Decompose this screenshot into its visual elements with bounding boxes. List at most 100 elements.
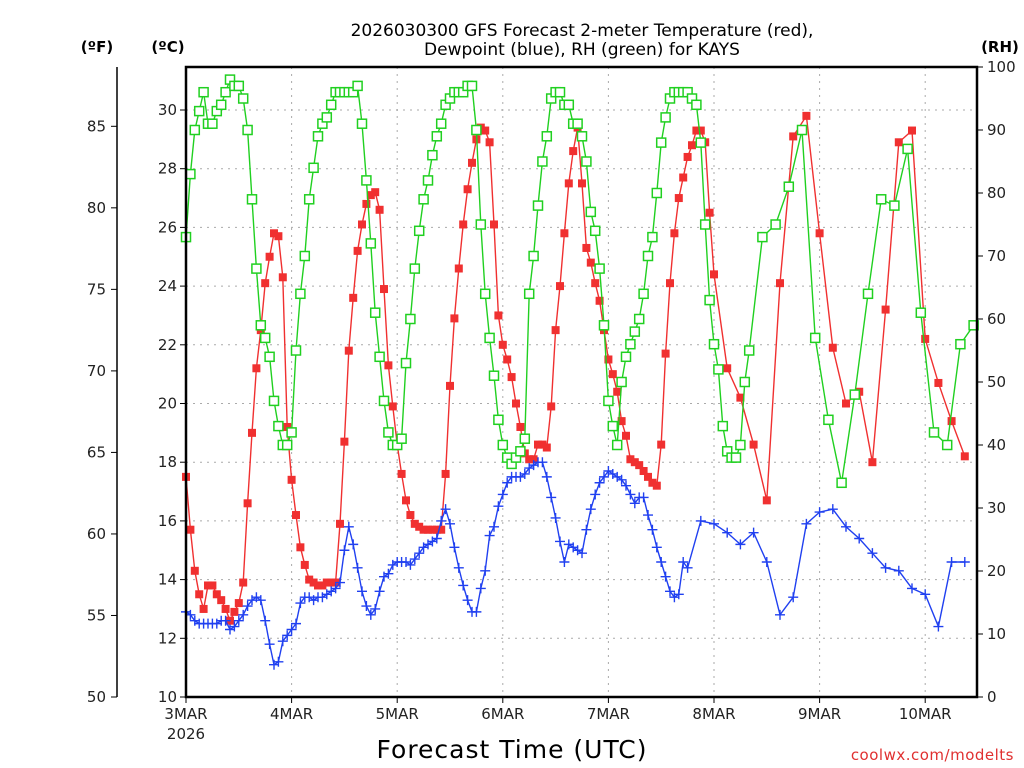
data-point	[484, 332, 495, 344]
data-point	[186, 525, 195, 534]
data-point	[190, 566, 199, 575]
data-point	[195, 590, 204, 599]
tick-label-celsius: 20	[158, 395, 177, 413]
data-point	[633, 313, 645, 325]
data-point	[424, 525, 432, 534]
data-point	[454, 264, 463, 273]
data-point	[692, 126, 701, 135]
data-point	[252, 364, 261, 373]
data-point	[471, 124, 482, 136]
data-point	[339, 545, 350, 556]
data-point	[427, 149, 438, 161]
data-point	[616, 376, 627, 388]
data-point	[485, 138, 494, 147]
data-point	[704, 294, 715, 306]
data-point	[519, 468, 530, 479]
tick-label-fahrenheit: 50	[87, 688, 106, 706]
data-point	[488, 370, 500, 381]
data-point	[239, 578, 248, 587]
data-point	[576, 131, 588, 142]
data-point	[529, 455, 538, 464]
data-point	[462, 595, 473, 606]
data-point	[199, 604, 208, 613]
data-point	[551, 326, 560, 335]
data-point	[497, 489, 508, 500]
data-point	[361, 601, 372, 612]
series-line	[185, 461, 965, 666]
data-point	[286, 624, 297, 635]
data-point	[255, 595, 266, 606]
data-point	[286, 427, 297, 438]
data-point	[409, 554, 420, 565]
data-point	[616, 474, 627, 485]
data-point	[325, 99, 337, 111]
data-point	[665, 586, 675, 597]
data-point	[708, 338, 720, 350]
data-point	[934, 378, 943, 387]
data-point	[409, 263, 421, 274]
data-point	[268, 395, 280, 407]
data-point	[217, 596, 226, 605]
data-point	[357, 586, 367, 597]
data-point	[581, 524, 592, 535]
tick-label-celsius: 28	[158, 160, 177, 178]
data-point	[356, 118, 368, 129]
data-point	[396, 433, 407, 444]
data-point	[603, 395, 614, 407]
data-point	[251, 263, 262, 274]
data-point	[656, 556, 667, 567]
data-point	[907, 583, 917, 594]
data-point	[400, 357, 412, 369]
data-point	[880, 562, 891, 573]
data-point	[264, 639, 275, 650]
data-point	[736, 393, 745, 402]
data-point	[220, 86, 231, 98]
tick-label-date: 7MAR	[587, 705, 630, 723]
data-point	[383, 427, 394, 438]
data-point	[305, 575, 314, 584]
data-point	[374, 586, 385, 597]
data-point	[757, 231, 768, 243]
data-point	[594, 263, 605, 274]
data-point	[519, 433, 531, 444]
data-point	[651, 187, 663, 199]
data-point	[274, 232, 283, 241]
data-point	[796, 124, 808, 136]
data-point	[569, 147, 578, 156]
data-point	[691, 99, 702, 111]
data-point	[449, 542, 460, 553]
data-point	[446, 381, 454, 390]
data-point	[783, 181, 795, 192]
data-point	[361, 175, 372, 186]
data-point	[638, 288, 649, 300]
tick-label-date: 8MAR	[692, 705, 735, 723]
data-point	[894, 138, 903, 147]
data-point	[358, 220, 366, 229]
data-point	[413, 225, 425, 237]
data-point	[554, 86, 566, 98]
data-point	[770, 219, 781, 230]
data-point	[881, 305, 890, 314]
data-point	[312, 131, 324, 142]
data-point	[713, 364, 724, 375]
tick-label-date: 10MAR	[899, 705, 952, 723]
tick-label-rh: 90	[987, 121, 1006, 139]
rh-unit-label: (RH)	[981, 38, 1019, 56]
data-point	[493, 414, 504, 426]
data-point	[660, 571, 671, 582]
data-point	[947, 417, 956, 426]
data-point	[739, 376, 751, 388]
data-point	[441, 469, 450, 478]
data-point	[283, 422, 292, 431]
data-point	[670, 229, 679, 238]
data-point	[375, 205, 384, 214]
data-point	[679, 173, 688, 182]
data-point	[273, 420, 284, 432]
data-point	[349, 293, 358, 302]
data-point	[365, 609, 376, 620]
data-point	[586, 258, 595, 267]
data-point	[538, 440, 547, 449]
data-point	[893, 565, 904, 576]
data-point	[208, 581, 217, 590]
